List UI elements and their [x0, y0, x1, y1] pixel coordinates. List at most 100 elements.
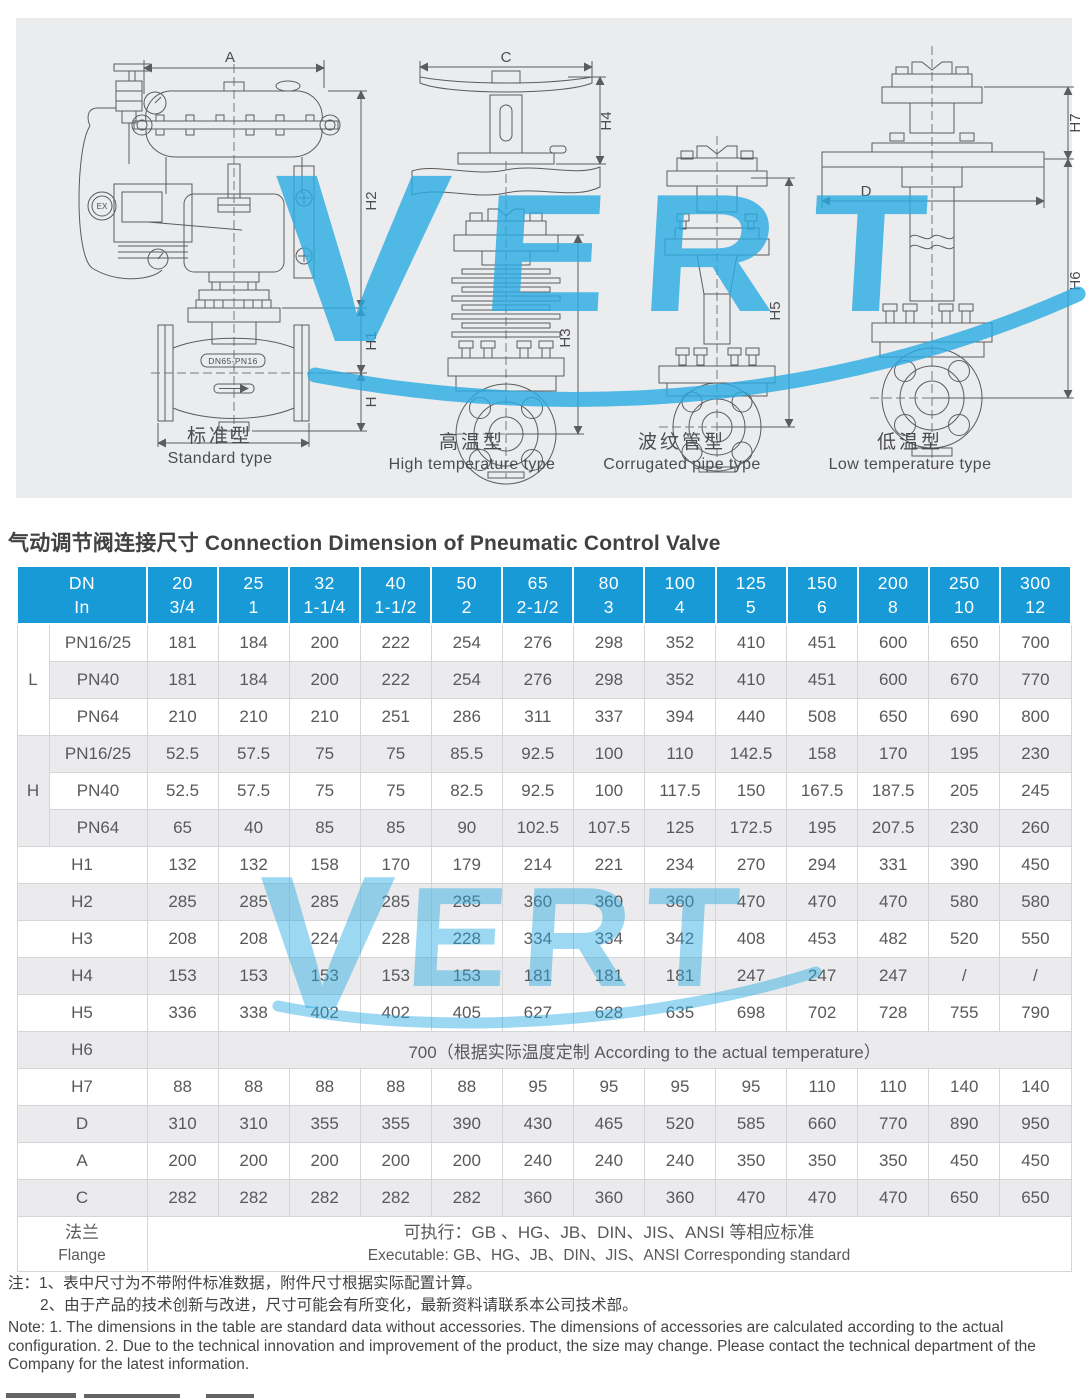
caption-corrugated-en: Corrugated pipe type	[603, 456, 761, 473]
table-cell: 450	[999, 846, 1072, 884]
table-cell: 230	[928, 809, 1001, 847]
table-cell: 140	[999, 1068, 1072, 1106]
table-cell: 158	[786, 735, 859, 773]
header-dn-value: 32	[314, 573, 335, 593]
header-inch-value: 5	[745, 597, 757, 617]
table-cell: 311	[501, 698, 574, 736]
table-cell: 179	[430, 846, 503, 884]
table-cell: 245	[999, 772, 1072, 810]
table-cell: 181	[501, 957, 574, 995]
table-cell: 550	[999, 920, 1072, 958]
table-cell: 310	[146, 1105, 219, 1143]
table-cell: 282	[430, 1179, 503, 1217]
row-label: H2	[16, 883, 148, 921]
caption-standard-zh: 标准型	[186, 426, 253, 447]
caption-high-temp-en: High temperature type	[388, 456, 556, 473]
table-row: H4 153 153 153 153 153 181 181 181 247 247 247//	[16, 957, 1072, 995]
header-cell-dn-200: 200 8	[856, 565, 930, 625]
table-cell: 200	[288, 623, 361, 662]
table-cell: 75	[359, 735, 432, 773]
caption-standard-en: Standard type	[167, 450, 273, 467]
table-cell: 210	[146, 698, 219, 736]
header-dn-value: 50	[456, 573, 478, 593]
table-cell: 40	[217, 809, 290, 847]
table-cell: 334	[572, 920, 645, 958]
header-cell-dn-25: 25 1	[217, 565, 291, 625]
table-cell: 282	[217, 1179, 290, 1217]
table-cell: 360	[572, 1179, 645, 1217]
table-cell: 214	[501, 846, 574, 884]
table-cell: 770	[999, 661, 1072, 699]
high-temperature-type-drawing: C H4	[404, 49, 615, 478]
note-zh-line1: 注：1、表中尺寸为不带附件标准数据，附件尺寸根据实际配置计算。	[8, 1275, 482, 1292]
row-label: PN64	[48, 698, 148, 736]
table-cell: 195	[786, 809, 859, 847]
table-cell: 690	[928, 698, 1001, 736]
table-cell: 90	[430, 809, 503, 847]
table-cell: 158	[288, 846, 361, 884]
flange-standards-cell: 可执行：GB 、HG、JB、DIN、JIS、ANSI 等相应标准 Executab…	[146, 1216, 1072, 1272]
table-cell: 394	[643, 698, 717, 736]
header-cell-dn-20: 20 3/4	[145, 565, 220, 625]
row-label: C	[16, 1179, 148, 1217]
table-cell: 251	[359, 698, 432, 736]
table-cell: 228	[430, 920, 503, 958]
table-cell: 285	[359, 883, 432, 921]
table-cell: 360	[501, 883, 574, 921]
header-dn-value: 100	[664, 573, 696, 593]
table-cell: 247	[857, 957, 930, 995]
flange-label-zh: 法兰	[65, 1223, 99, 1242]
table-row: H PN16/25 52.5 57.5 75 75 85.5 92.5 100 110 142.5 1…	[16, 735, 1072, 847]
table-cell: 585	[714, 1105, 788, 1143]
dim-label-C: C	[501, 49, 512, 66]
table-cell: 470	[786, 1179, 859, 1217]
table-cell: 200	[217, 1142, 290, 1180]
table-cell: 207.5	[857, 809, 930, 847]
page-title-en: Connection Dimension of Pneumatic Contro…	[204, 532, 721, 555]
table-cell: 331	[857, 846, 930, 884]
table-cell: 110	[643, 735, 717, 773]
table-cell: 153	[146, 957, 219, 995]
table-cell: 508	[786, 698, 859, 736]
table-cell: 57.5	[217, 735, 290, 773]
header-inch-value: 3/4	[169, 597, 196, 617]
low-temperature-type-drawing: D H7 H6	[821, 46, 1084, 466]
table-cell: 92.5	[501, 735, 574, 773]
table-row: H2 285 285 285 285 285 360 360 360 470 470 470 580 58…	[16, 883, 1072, 921]
table-cell: 75	[288, 735, 361, 773]
table-cell: 352	[643, 661, 717, 699]
dim-label-H6: H6	[1067, 271, 1084, 290]
table-cell: 200	[288, 661, 361, 699]
table-cell: 465	[572, 1105, 645, 1143]
header-cell-dn-in: DN In	[16, 565, 148, 625]
table-cell: 482	[857, 920, 930, 958]
table-cell: 240	[572, 1142, 645, 1180]
table-cell: 770	[857, 1105, 930, 1143]
caption-standard-type: 标准型 Standard type	[110, 426, 330, 470]
page-title-zh: 气动调节阀连接尺寸	[8, 532, 199, 555]
flange-standards-en: Executable: GB、HG、JB、DIN、JIS、ANSI Corres…	[367, 1247, 851, 1264]
header-inch-value: 2	[461, 597, 472, 617]
header-cell-dn-150: 150 6	[785, 565, 859, 625]
table-row: L PN16/25 181 184 200 222 254 276 298 352 410 451 60…	[16, 623, 1072, 736]
table-row: PN64 65 40 85 85 90 102.5 107.5 125 172.5 195 207.5…	[17, 809, 1072, 847]
table-cell: 210	[288, 698, 361, 736]
header-dn-label: DN	[68, 573, 96, 593]
table-cell: 470	[857, 1179, 930, 1217]
table-cell: 298	[572, 661, 645, 699]
table-cell: 670	[928, 661, 1001, 699]
table-cell: 200	[288, 1142, 361, 1180]
table-cell: 520	[643, 1105, 717, 1143]
table-cell: 195	[928, 735, 1001, 773]
table-cell: 170	[359, 846, 432, 884]
table-cell: 100	[572, 772, 645, 810]
table-cell: 247	[786, 957, 859, 995]
table-cell: 285	[288, 883, 361, 921]
table-cell: 110	[857, 1068, 930, 1106]
table-cell: 224	[288, 920, 361, 958]
table-cell: 282	[146, 1179, 219, 1217]
table-cell: 950	[999, 1105, 1072, 1143]
table-cell: 336	[146, 994, 219, 1032]
caption-low-temp-zh: 低温型	[876, 432, 943, 453]
header-inch-value: 2-1/2	[516, 597, 560, 617]
